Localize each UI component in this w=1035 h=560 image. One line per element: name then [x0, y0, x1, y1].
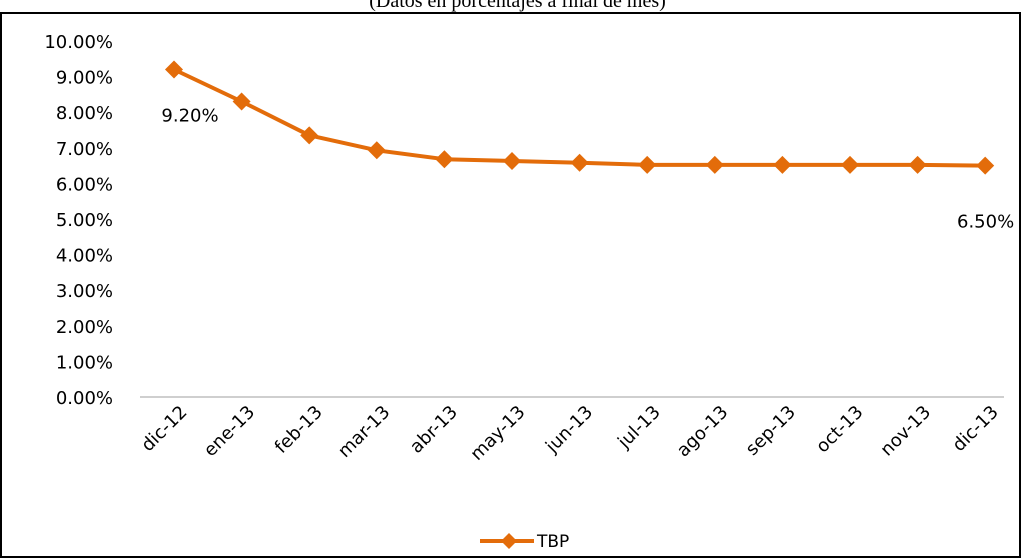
data-point — [908, 155, 927, 174]
y-tick-label: 0.00% — [56, 388, 113, 409]
data-label: 9.20% — [161, 105, 218, 126]
data-point — [367, 141, 386, 160]
x-tick-label: mar-13 — [334, 402, 394, 462]
x-tick-label: ago-13 — [673, 402, 733, 462]
plot-area — [165, 60, 995, 175]
line-chart: 0.00% 1.00% 2.00% 3.00% 4.00% 5.00% 6.00% 7.00%… — [44, 32, 1014, 552]
y-tick-label: 4.00% — [56, 246, 113, 267]
data-point — [570, 153, 589, 172]
data-point — [300, 126, 319, 145]
y-tick-label: 3.00% — [56, 281, 113, 302]
y-tick-label: 5.00% — [56, 210, 113, 231]
x-tick-label: nov-13 — [876, 402, 935, 461]
y-axis: 0.00% 1.00% 2.00% 3.00% 4.00% 5.00% 6.00% 7.00%… — [44, 32, 113, 409]
chart-subtitle: (Datos en porcentajes a final de mes) — [369, 0, 666, 12]
y-tick-label: 7.00% — [56, 139, 113, 160]
legend-marker-swatch — [501, 533, 517, 549]
y-tick-label: 9.00% — [56, 68, 113, 89]
data-labels: 9.20% 6.50% — [161, 105, 1014, 232]
x-tick-label: jul-13 — [613, 402, 664, 453]
x-tick-label: ene-13 — [200, 402, 259, 461]
data-point — [165, 60, 183, 79]
chart-frame: 0.00% 1.00% 2.00% 3.00% 4.00% 5.00% 6.00% 7.00%… — [0, 12, 1021, 558]
y-tick-label: 10.00% — [44, 32, 113, 53]
x-axis: dic-12 ene-13 feb-13 mar-13 abr-13 may-13 jun-… — [137, 396, 1004, 465]
data-point — [435, 150, 454, 169]
data-point — [638, 155, 657, 174]
data-label: 6.50% — [957, 212, 1014, 233]
series-line-tbp — [172, 67, 988, 168]
x-tick-label: may-13 — [466, 402, 529, 465]
data-point — [232, 92, 251, 111]
y-tick-label: 2.00% — [56, 317, 113, 338]
data-point — [976, 156, 995, 175]
x-tick-label: dic-13 — [948, 402, 1002, 456]
x-tick-label: jun-13 — [541, 402, 597, 458]
data-point — [773, 155, 792, 174]
legend: TBP — [480, 532, 569, 552]
data-point — [841, 155, 859, 174]
x-tick-label: dic-12 — [137, 402, 191, 456]
data-point — [705, 155, 724, 174]
x-tick-label: abr-13 — [406, 402, 462, 458]
y-tick-label: 1.00% — [56, 352, 113, 373]
legend-label-tbp: TBP — [536, 532, 569, 552]
x-tick-label: oct-13 — [812, 402, 867, 457]
x-tick-label: feb-13 — [271, 402, 327, 458]
data-point — [503, 151, 521, 170]
y-tick-label: 8.00% — [56, 103, 113, 124]
y-tick-label: 6.00% — [56, 174, 113, 195]
x-tick-label: sep-13 — [742, 402, 800, 460]
